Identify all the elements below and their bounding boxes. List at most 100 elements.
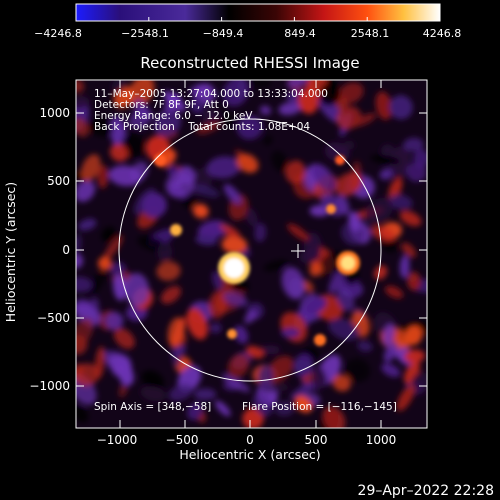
map-blobs [76, 80, 427, 428]
map-texture-blob [80, 154, 101, 182]
map-texture-blob [124, 273, 150, 307]
map-texture-blob [215, 400, 231, 417]
map-texture-blob [223, 184, 242, 205]
info-line-date: 11–May–2005 13:27:04.000 to 13:33:04.000 [94, 88, 328, 100]
axis-ticks [76, 80, 427, 428]
y-tick-label: −1000 [29, 379, 70, 393]
map-texture-blob [107, 354, 132, 374]
x-axis-title: Heliocentric X (arcsec) [179, 447, 320, 462]
map-texture-blob [97, 164, 109, 189]
map-texture-blob [141, 370, 165, 390]
map-texture-blob [373, 265, 388, 280]
map-texture-blob [108, 165, 142, 187]
plot-frame [75, 79, 428, 429]
map-texture-blob [385, 285, 404, 299]
map-texture-blob [259, 105, 272, 115]
map-texture-blob [193, 203, 209, 219]
info-line-method: Back Projection Total counts: 1.08E+04 [94, 121, 310, 133]
map-texture-blob [76, 96, 90, 110]
map-texture-blob [396, 384, 415, 412]
map-texture-blob [244, 310, 257, 324]
footer-timestamp: 29–Apr–2022 22:28 [358, 483, 494, 499]
map-texture-blob [387, 194, 413, 210]
map-texture-blob [389, 95, 413, 120]
map-texture-blob [156, 261, 181, 281]
x-tick-label: 500 [305, 433, 328, 447]
map-texture-blob [297, 88, 319, 114]
map-texture-blob [257, 365, 274, 389]
map-texture-blob [222, 292, 248, 307]
map-texture-blob [352, 113, 377, 127]
map-texture-blob [242, 407, 264, 428]
map-texture-blob [236, 115, 263, 140]
map-texture-blob [113, 328, 135, 349]
map-texture-blob [174, 345, 187, 357]
map-texture-blob [206, 156, 241, 179]
map-hot-spot [227, 329, 237, 339]
info-line-detectors: Detectors: 7F 8F 9F, Att 0 [94, 99, 229, 111]
map-texture-blob [285, 160, 306, 184]
map-texture-blob [78, 218, 97, 231]
solar-limb-circle [118, 118, 382, 382]
map-texture-blob [195, 234, 218, 246]
map-texture-blob [407, 271, 421, 291]
map-texture-blob [328, 318, 360, 341]
map-texture-blob [403, 137, 424, 152]
map-texture-blob [379, 168, 395, 180]
map-texture-blob [370, 155, 401, 165]
map-texture-blob [381, 363, 401, 378]
map-texture-blob [338, 82, 364, 104]
map-texture-blob [168, 384, 193, 401]
map-texture-blob [250, 80, 272, 89]
map-texture-blob [404, 349, 425, 364]
map-texture-blob [245, 208, 258, 227]
map-texture-blob [271, 150, 288, 172]
map-texture-blob [281, 327, 300, 338]
colorbar-tick-label: −849.4 [203, 27, 244, 40]
colorbar-ticks [75, 17, 441, 21]
map-texture-blob [375, 91, 393, 120]
map-texture-blob [76, 253, 84, 269]
map-hot-spot [335, 155, 345, 165]
spin-axis-marker [291, 244, 305, 258]
colorbar-tick-label: −2548.1 [121, 27, 169, 40]
map-texture-blob [413, 149, 427, 168]
map-texture-blob [345, 358, 371, 382]
map-hot-spot [170, 224, 182, 236]
map-texture-blob [109, 262, 126, 277]
map-texture-blob [234, 325, 249, 344]
map-hot-spot [326, 204, 336, 214]
map-texture-blob [294, 395, 313, 413]
map-texture-blob [153, 109, 182, 138]
map-texture-blob [165, 172, 194, 198]
x-tick-label: 0 [246, 433, 254, 447]
map-texture-blob [403, 360, 421, 385]
y-tick-label: 1000 [39, 106, 70, 120]
colorbar: −4246.8 −2548.1 −849.4 849.4 2548.1 4246… [34, 3, 462, 40]
map-texture-blob [128, 80, 155, 107]
map-texture-blob [399, 254, 410, 279]
map-texture-blob [141, 192, 167, 218]
map-texture-blob [208, 290, 228, 319]
colorbar-tick-label: 4246.8 [423, 27, 462, 40]
y-tick-label: −500 [37, 311, 70, 325]
map-hot-spot [154, 154, 166, 166]
map-texture-blob [223, 111, 234, 126]
map-texture-blob [104, 311, 124, 330]
map-texture-blob [221, 373, 250, 393]
map-texture-blob [336, 287, 355, 312]
map-texture-blob [167, 317, 185, 348]
map-texture-blob [348, 211, 361, 232]
map-texture-blob [109, 143, 129, 162]
map-texture-blob [335, 172, 363, 197]
map-texture-blob [223, 80, 250, 107]
map-texture-blob [140, 385, 167, 402]
map-texture-blob [322, 406, 346, 428]
map-texture-blob [219, 223, 241, 238]
map-texture-blob [111, 80, 126, 93]
map-texture-blob [357, 340, 373, 352]
map-texture-blob [157, 242, 173, 262]
map-texture-blob [76, 180, 96, 202]
map-texture-blob [76, 363, 100, 387]
